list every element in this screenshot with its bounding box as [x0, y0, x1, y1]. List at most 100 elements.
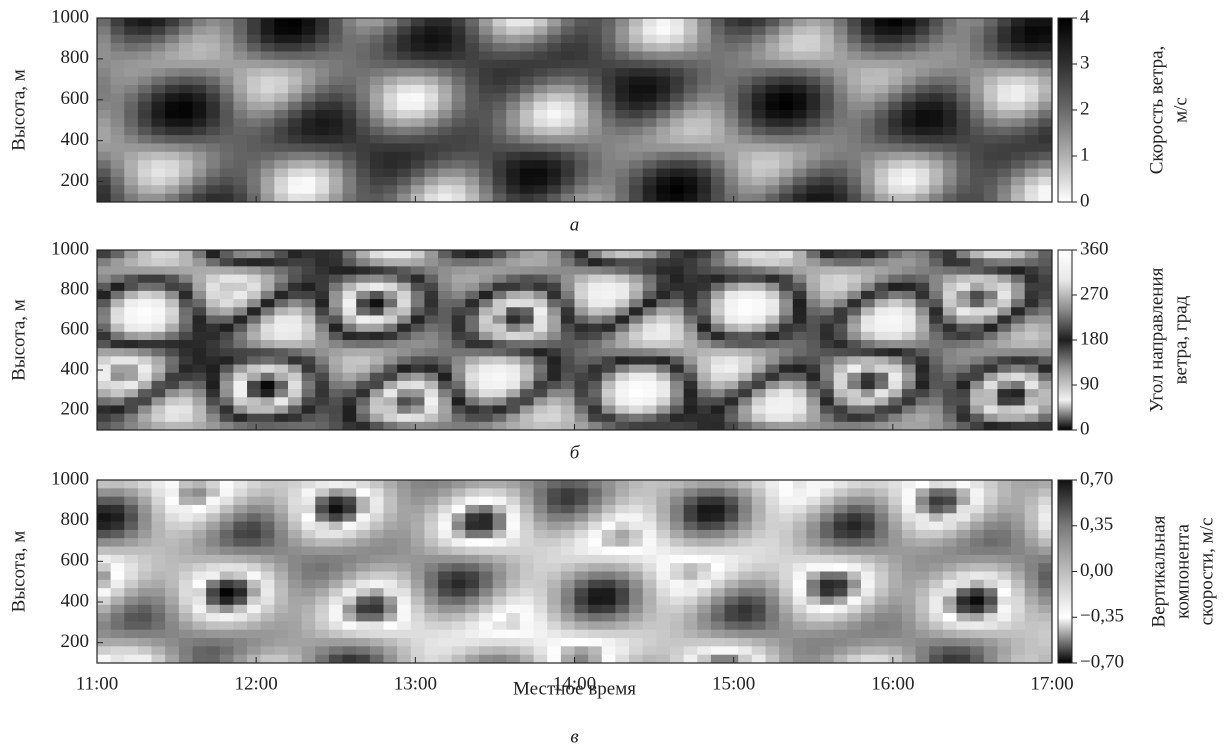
heatmap-texture [601, 110, 616, 119]
heatmap-texture [315, 421, 330, 431]
colorbar [1057, 17, 1073, 203]
heatmap-texture [942, 554, 957, 564]
heatmap-texture [1038, 118, 1053, 128]
heatmap-texture [247, 496, 262, 506]
heatmap-texture [779, 68, 794, 78]
heatmap-texture [724, 299, 739, 308]
heatmap-texture [383, 588, 398, 597]
heatmap-texture [492, 34, 507, 44]
heatmap-texture [642, 18, 657, 27]
heatmap-texture [451, 538, 466, 548]
heatmap-texture [533, 480, 548, 489]
heatmap-texture [642, 282, 657, 292]
heatmap-texture [806, 629, 821, 639]
heatmap-texture [110, 18, 125, 27]
heatmap-texture [1011, 504, 1026, 514]
heatmap-texture [724, 496, 739, 506]
heatmap-texture [683, 538, 698, 548]
heatmap-texture [629, 307, 644, 316]
heatmap-texture [356, 331, 371, 341]
heatmap-texture [806, 299, 821, 308]
heatmap-texture [410, 413, 425, 423]
heatmap-texture [683, 613, 698, 622]
heatmap-texture [724, 529, 739, 539]
heatmap-texture [670, 93, 685, 103]
heatmap-texture [247, 118, 262, 128]
heatmap-texture [670, 613, 685, 622]
heatmap-texture [451, 613, 466, 622]
heatmap-texture [233, 504, 248, 514]
heatmap-texture [738, 266, 753, 276]
heatmap-texture [1038, 34, 1053, 44]
heatmap-texture [233, 151, 248, 161]
heatmap-texture [124, 18, 139, 27]
heatmap-texture [397, 529, 412, 539]
heatmap-texture [1038, 26, 1053, 36]
heatmap-texture [970, 315, 985, 325]
heatmap-texture [1038, 621, 1053, 631]
heatmap-texture [1024, 513, 1039, 523]
heatmap-texture [547, 538, 562, 548]
heatmap-texture [465, 629, 480, 639]
heatmap-texture [970, 538, 985, 548]
heatmap-texture [929, 126, 944, 136]
heatmap-texture [615, 84, 630, 94]
heatmap-texture [792, 372, 807, 382]
heatmap-texture [697, 76, 712, 86]
heatmap-texture [506, 299, 521, 308]
heatmap-texture [533, 307, 548, 316]
heatmap-texture [683, 638, 698, 647]
heatmap-texture [942, 563, 957, 572]
heatmap-texture [438, 488, 453, 498]
heatmap-texture [765, 151, 780, 161]
heatmap-texture [342, 151, 357, 161]
heatmap-texture [342, 604, 357, 614]
heatmap-texture [247, 588, 262, 597]
heatmap-texture [574, 340, 589, 349]
heatmap-texture [519, 176, 535, 186]
heatmap-texture [751, 513, 766, 523]
heatmap-texture [833, 51, 848, 61]
heatmap-texture [915, 193, 930, 203]
heatmap-texture [274, 629, 289, 639]
heatmap-texture [820, 299, 835, 308]
heatmap-texture [219, 546, 234, 556]
heatmap-texture [260, 315, 275, 325]
heatmap-texture [233, 290, 248, 300]
heatmap-texture [983, 638, 998, 647]
heatmap-texture [738, 546, 753, 556]
heatmap-texture [137, 413, 153, 423]
heatmap-texture [738, 529, 753, 539]
heatmap-texture [560, 529, 575, 539]
heatmap-texture [547, 604, 562, 614]
heatmap-texture [560, 554, 575, 564]
heatmap-texture [342, 521, 357, 531]
heatmap-texture [929, 563, 944, 572]
heatmap-texture [547, 18, 562, 27]
heatmap-texture [847, 364, 862, 374]
heatmap-texture [997, 323, 1012, 333]
heatmap-texture [97, 315, 112, 325]
heatmap-texture [901, 356, 917, 366]
heatmap-texture [533, 282, 548, 292]
heatmap-texture [383, 59, 398, 69]
heatmap-texture [874, 546, 889, 556]
heatmap-texture [574, 250, 589, 259]
heatmap-texture [219, 405, 234, 415]
heatmap-texture [506, 323, 521, 333]
heatmap-texture [410, 68, 425, 78]
heatmap-texture [506, 84, 521, 94]
heatmap-texture [1038, 513, 1053, 523]
heatmap-texture [942, 68, 957, 78]
heatmap-texture [342, 323, 357, 333]
heatmap-texture [806, 282, 821, 292]
heatmap-texture [369, 340, 384, 349]
heatmap-texture [615, 93, 630, 103]
heatmap-texture [219, 176, 234, 186]
heatmap-texture [356, 554, 371, 564]
heatmap-texture [547, 290, 562, 300]
heatmap-texture [560, 315, 575, 325]
heatmap-texture [615, 629, 630, 639]
heatmap-texture [479, 43, 494, 52]
